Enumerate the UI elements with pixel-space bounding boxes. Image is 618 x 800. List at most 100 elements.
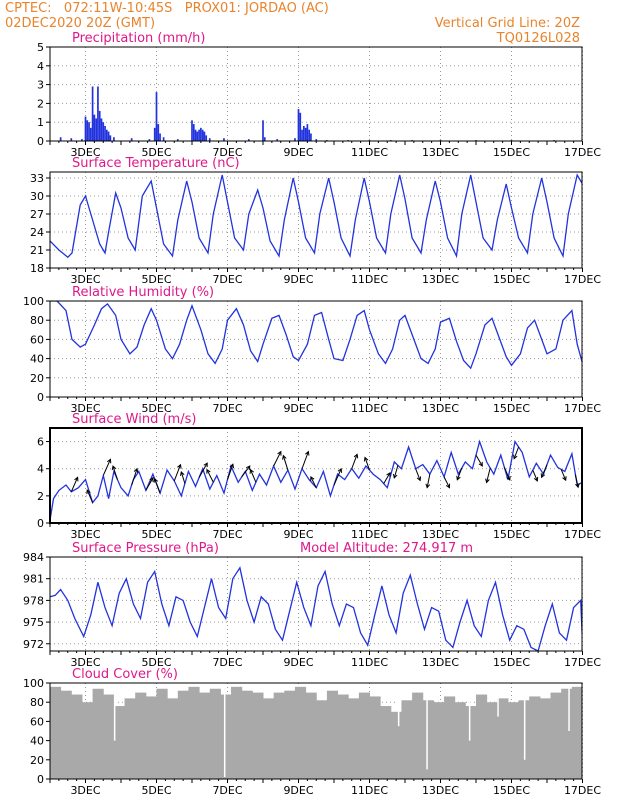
y-tick-label: 972 — [23, 638, 44, 651]
series-line — [50, 439, 582, 521]
cloud-bar — [294, 686, 307, 779]
panel-frame — [49, 171, 583, 269]
cloud-bar — [284, 690, 296, 779]
y-tick-label: 4 — [37, 463, 44, 476]
cloud-bar — [444, 696, 456, 779]
y-tick-label: 80 — [30, 314, 44, 327]
cloud-bar — [231, 686, 243, 779]
wind-arrow-head — [445, 483, 451, 489]
wind-arrow — [426, 474, 431, 488]
precip-bar — [297, 109, 300, 141]
wind-arrow — [241, 465, 251, 478]
wind-arrow-head — [149, 476, 154, 482]
precip-bar — [130, 138, 133, 141]
x-tick-label: 11DEC — [351, 656, 388, 669]
cloud-gap — [523, 683, 526, 760]
x-tick-label: 9DEC — [283, 273, 313, 286]
x-tick-label: 15DEC — [493, 528, 530, 541]
y-tick-label: 21 — [30, 244, 44, 257]
wind-arrow — [333, 468, 342, 486]
cloud-bar — [412, 692, 424, 779]
x-tick-label: 17DEC — [564, 528, 601, 541]
y-tick-label: 80 — [30, 696, 44, 709]
wind-arrow-head — [305, 450, 310, 456]
wind-arrow — [250, 469, 257, 483]
x-tick-label: 3DEC — [70, 528, 100, 541]
precip-bar — [302, 125, 305, 141]
precip-bar — [304, 127, 307, 141]
y-tick-label: 5 — [37, 41, 44, 54]
x-tick-label: 11DEC — [351, 528, 388, 541]
cloud-bar — [92, 688, 104, 779]
x-tick-label: 13DEC — [422, 656, 459, 669]
wind-arrow-head — [86, 489, 91, 495]
cloud-bar — [358, 692, 370, 779]
x-tick-label: 9DEC — [283, 146, 313, 159]
x-tick-label: 17DEC — [564, 273, 601, 286]
cloud-gap — [468, 683, 471, 741]
wind-arrow — [227, 464, 234, 480]
cloud-bar — [486, 702, 498, 779]
y-tick-label: 2 — [37, 490, 44, 503]
wind-arrow-head — [425, 483, 431, 489]
cloud-bar — [103, 694, 115, 779]
wind-arrow-head — [533, 476, 539, 482]
wind-arrow-head — [513, 454, 518, 460]
wind-arrow — [383, 472, 391, 484]
x-tick-label: 7DEC — [212, 273, 242, 286]
precip-bar — [198, 129, 200, 141]
wind-arrow — [86, 489, 94, 503]
wind-arrow-head — [386, 471, 391, 477]
wind-arrow — [154, 478, 161, 494]
y-tick-label: 2 — [37, 97, 44, 110]
cloud-bar — [316, 700, 328, 779]
precip-bar — [194, 129, 197, 141]
x-tick-label: 3DEC — [70, 784, 100, 797]
cloud-gap — [397, 683, 400, 727]
precip-bar — [102, 122, 105, 141]
precip-bar — [263, 137, 266, 141]
cloud-bar — [454, 702, 466, 779]
cloud-bar — [156, 688, 168, 779]
wind-arrow-head — [485, 478, 490, 484]
panel-title: Surface Wind (m/s) — [72, 412, 196, 427]
precip-bar — [91, 86, 94, 141]
precip-bar — [310, 133, 312, 141]
wind-arrow — [560, 469, 567, 481]
precip-bar — [98, 110, 101, 141]
x-tick-label: 13DEC — [422, 146, 459, 159]
precip-bar — [200, 127, 202, 141]
cloud-bar — [561, 688, 573, 779]
wind-arrow-head — [353, 453, 359, 459]
precip-bar — [107, 131, 110, 141]
wind-arrow — [532, 469, 538, 482]
wind-arrow-head — [282, 454, 287, 460]
y-tick-label: 40 — [30, 353, 44, 366]
wind-arrow-head — [363, 456, 369, 462]
precip-bar — [109, 135, 112, 141]
station-header: CPTEC: 072:11W-10:45S PROX01: JORDAO (AC… — [5, 1, 329, 16]
wind-arrow-head — [478, 461, 483, 467]
cloud-bar — [188, 686, 200, 779]
x-tick-label: 17DEC — [564, 402, 601, 415]
precip-bar — [105, 129, 108, 141]
cloud-bar — [433, 702, 445, 779]
precip-bar — [81, 139, 83, 141]
wind-arrow-head — [111, 465, 117, 471]
precip-bar — [308, 129, 310, 141]
wind-arrow — [393, 465, 399, 479]
wind-arrow — [273, 451, 282, 467]
y-tick-label: 30 — [30, 190, 44, 203]
precip-bar — [157, 124, 160, 141]
wind-arrow-head — [506, 475, 511, 481]
wind-arrow-head — [133, 467, 139, 473]
wind-arrow-head — [277, 450, 282, 456]
x-tick-label: 15DEC — [493, 146, 530, 159]
precip-bar — [201, 129, 204, 141]
cloud-bar — [497, 698, 509, 779]
y-tick-label: 60 — [30, 333, 44, 346]
model-altitude: Model Altitude: 274.917 m — [300, 541, 473, 556]
cloud-bar — [220, 694, 232, 779]
y-tick-label: 975 — [23, 616, 44, 629]
wind-arrow-head — [245, 465, 251, 471]
